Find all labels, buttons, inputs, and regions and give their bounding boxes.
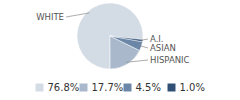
svg-text:1.0%: 1.0% (180, 82, 205, 93)
svg-text:A.I.: A.I. (150, 34, 164, 44)
svg-text:4.5%: 4.5% (136, 82, 161, 93)
svg-text:HISPANIC: HISPANIC (150, 55, 190, 65)
svg-text:ASIAN: ASIAN (150, 43, 176, 53)
svg-text:17.7%: 17.7% (92, 82, 124, 93)
svg-text:76.8%: 76.8% (48, 82, 80, 93)
svg-text:WHITE: WHITE (36, 12, 64, 22)
